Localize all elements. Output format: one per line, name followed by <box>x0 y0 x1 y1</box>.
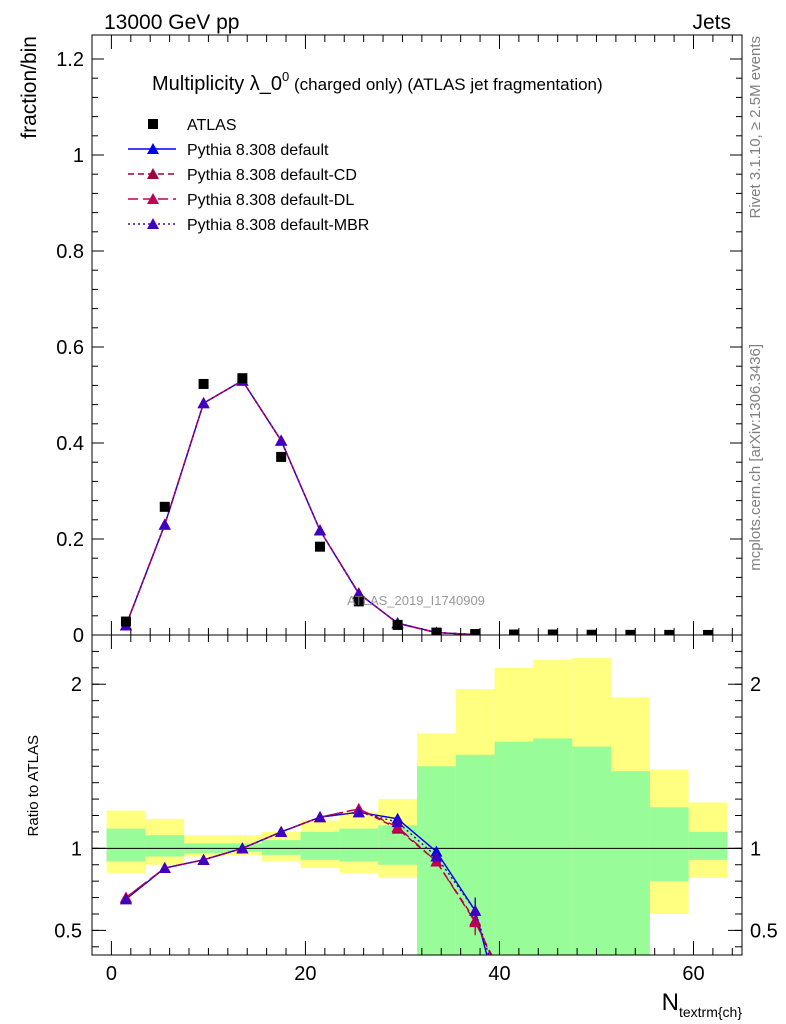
uncertainty-band-inner <box>688 831 728 860</box>
atlas-data-point <box>470 629 481 635</box>
ratio-ytick-label: 2 <box>71 674 82 696</box>
atlas-data-point <box>547 629 558 635</box>
legend-marker-1 <box>147 143 159 154</box>
atlas-data-point <box>237 373 248 384</box>
uncertainty-band-inner <box>106 828 146 862</box>
ratio-series-3-point <box>275 825 288 837</box>
energy-label: 13000 GeV pp <box>104 11 239 34</box>
top-ytick-label: 0.8 <box>56 241 84 263</box>
top-series-3-point <box>158 518 171 530</box>
ratio-xtick-label: 0 <box>106 963 117 985</box>
title-sup: 0 <box>282 69 289 84</box>
xlabel-main: N <box>662 989 679 1016</box>
uncertainty-band-inner <box>300 831 340 860</box>
plot-title: Multiplicity λ_00 (charged only) (ATLAS … <box>152 69 603 95</box>
top-series-3-point <box>197 397 210 409</box>
uncertainty-band-inner <box>145 835 185 857</box>
atlas-data-point <box>198 378 209 389</box>
ratio-ytick-label-right: 0.5 <box>750 920 778 942</box>
legend-marker-2 <box>147 168 159 179</box>
ratio-ylabel: Ratio to ATLAS <box>25 735 42 836</box>
ratio-ytick-label: 1 <box>71 838 82 860</box>
ratio-series-3-point <box>158 862 171 874</box>
atlas-data-point <box>431 627 442 635</box>
legend-marker-4 <box>147 218 159 229</box>
atlas-data-point <box>586 629 597 635</box>
process-label: Jets <box>692 11 731 34</box>
top-ytick-label: 1.2 <box>56 49 84 71</box>
title-rest: (charged only) (ATLAS jet fragmentation) <box>289 75 602 94</box>
top-series-3-point <box>275 434 288 446</box>
legend: ATLAS Pythia 8.308 default Pythia 8.308 de… <box>128 117 369 234</box>
ratio-xtick-label: 60 <box>682 963 704 985</box>
atlas-data-point <box>625 629 636 635</box>
atlas-data-point <box>509 629 520 635</box>
top-series-3-point <box>352 587 365 599</box>
rivet-version-label: Rivet 3.1.10, ≥ 2.5M events <box>747 36 764 219</box>
ratio-xlabel: Ntextrm{ch} <box>662 989 743 1020</box>
atlas-data-point <box>664 629 675 635</box>
uncertainty-band-inner <box>611 771 650 955</box>
legend-label-3: Pythia 8.308 default-DL <box>187 192 354 209</box>
ratio-ytick-label-right: 1 <box>750 838 761 860</box>
top-series-line-3 <box>125 379 476 635</box>
top-ytick-label: 1 <box>73 145 84 167</box>
uncertainty-band-inner <box>533 738 573 955</box>
top-ytick-label: 0.4 <box>56 433 84 455</box>
uncertainty-band-inner <box>572 746 612 955</box>
atlas-data-point <box>159 501 170 512</box>
ratio-ytick-label-right: 2 <box>750 674 761 696</box>
legend-marker-3 <box>147 193 159 204</box>
atlas-data-point <box>392 619 403 630</box>
ratio-series-3-point <box>197 853 210 865</box>
title-main: Multiplicity λ_0 <box>152 73 282 95</box>
top-ytick-label: 0.6 <box>56 337 84 359</box>
mcplots-label: mcplots.cern.ch [arXiv:1306.3436] <box>747 344 764 571</box>
top-ytick-label: 0 <box>73 625 84 647</box>
uncertainty-band-inner <box>494 741 534 955</box>
main-plot-panel: 0 0.2 0.4 0.6 0.8 1 1.2 <box>56 34 743 647</box>
legend-label-2: Pythia 8.308 default-CD <box>187 167 357 184</box>
ratio-ytick-label: 0.5 <box>54 920 82 942</box>
atlas-data-point <box>120 616 131 627</box>
top-ylabel: fraction/bin <box>18 36 41 139</box>
legend-label-1: Pythia 8.308 default <box>187 142 329 159</box>
ratio-series-3-point <box>119 893 132 905</box>
atlas-data-point <box>314 541 325 552</box>
uncertainty-band-inner <box>261 840 301 855</box>
ratio-series-line-3 <box>125 811 490 955</box>
legend-label-4: Pythia 8.308 default-MBR <box>187 217 369 234</box>
uncertainty-band-inner <box>649 807 689 882</box>
xlabel-sub: textrm{ch} <box>679 1004 742 1020</box>
top-series-3-point <box>313 524 326 536</box>
ratio-series-3-point <box>313 811 326 823</box>
analysis-watermark: ATLAS_2019_I1740909 <box>347 593 485 608</box>
ratio-series-3-point <box>236 842 249 854</box>
uncertainty-band-inner <box>339 828 379 862</box>
legend-marker-atlas <box>148 119 158 129</box>
ratio-series-3-point <box>391 816 404 828</box>
atlas-data-point <box>353 596 364 607</box>
atlas-data-point <box>276 451 287 462</box>
ratio-xtick-label: 20 <box>294 963 316 985</box>
atlas-data-point <box>703 629 714 635</box>
ratio-series-3-point <box>352 806 365 818</box>
ratio-xtick-label: 40 <box>488 963 510 985</box>
legend-label-0: ATLAS <box>187 117 237 134</box>
top-ytick-label: 0.2 <box>56 529 84 551</box>
ratio-plot-panel: 0.5 0.51 12 20 20 40 60 <box>54 634 778 985</box>
ratio-plot-frame <box>91 634 743 956</box>
